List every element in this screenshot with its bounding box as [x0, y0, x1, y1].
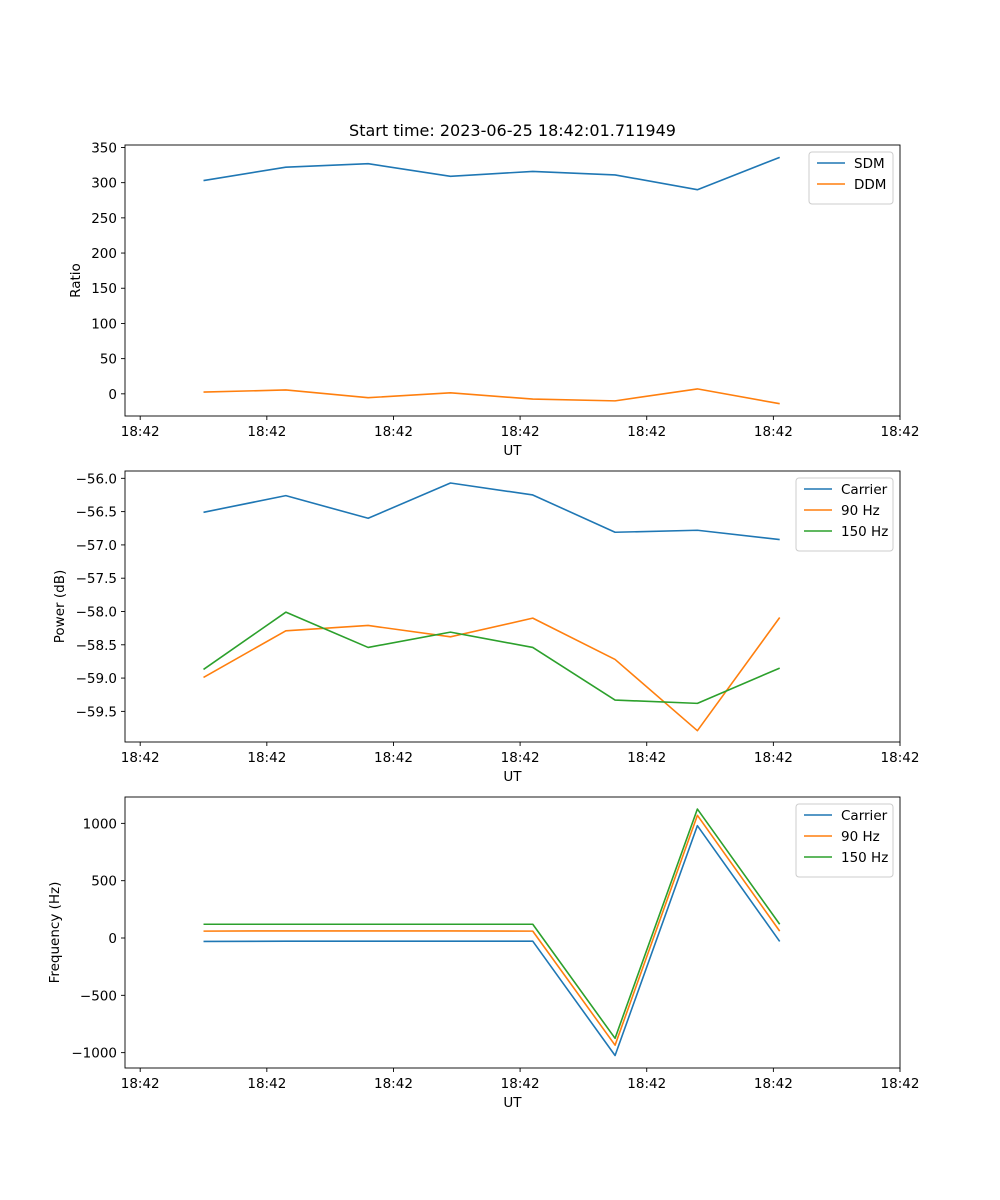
legend-box	[808, 151, 894, 205]
y-tick-label: −57.5	[76, 571, 117, 587]
y-tick-label: 150	[91, 281, 117, 297]
y-tick-label: −58.0	[76, 604, 117, 620]
x-tick-label: 18:42	[754, 750, 793, 766]
y-tick-label: 0	[108, 931, 117, 947]
x-axis-label: UT	[503, 443, 522, 459]
x-tick-label: 18:42	[881, 424, 920, 440]
x-tick-label: 18:42	[627, 424, 666, 440]
y-axis-label: Power (dB)	[52, 570, 68, 643]
y-tick-label: 100	[91, 316, 117, 332]
y-tick-label: 1000	[83, 816, 117, 832]
legend-label: Carrier	[841, 482, 888, 498]
legend-label: DDM	[854, 177, 886, 193]
panels: 18:42 18:42 18:42 18:42 18:42 18:42 18:42 0 50 10…	[47, 140, 919, 1111]
legend-label: Carrier	[841, 808, 888, 824]
y-tick-label: −59.5	[76, 704, 117, 720]
chart-panel-3: 18:42 18:42 18:42 18:42 18:42 18:42 18:42−1000…	[47, 796, 920, 1111]
series-line-carrier	[203, 482, 780, 541]
x-tick-label: 18:42	[121, 1076, 160, 1092]
legend-label: 150 Hz	[841, 850, 888, 866]
x-tick-label: 18:42	[501, 424, 540, 440]
series-line-150-hz	[203, 611, 781, 705]
x-tick-label: 18:42	[121, 424, 160, 440]
axes-frame	[124, 470, 901, 743]
legend-label: 90 Hz	[841, 503, 880, 519]
x-tick-label: 18:42	[881, 1076, 920, 1092]
y-tick-label: −1000	[71, 1046, 117, 1062]
x-tick-label: 18:42	[374, 750, 413, 766]
series-line-90-hz	[203, 814, 781, 1046]
y-tick-label: 0	[108, 387, 117, 403]
chart-panel-2: 18:42 18:42 18:42 18:42 18:42 18:42 18:42 −59.5…	[52, 470, 920, 785]
x-tick-label: 18:42	[627, 750, 666, 766]
y-tick-label: 500	[91, 874, 117, 890]
x-tick-label: 18:42	[374, 1076, 413, 1092]
series-line-90-hz	[203, 617, 781, 732]
series-line-carrier	[203, 824, 781, 1057]
x-tick-label: 18:42	[501, 1076, 540, 1092]
y-tick-label: 350	[91, 140, 117, 156]
y-tick-label: 200	[91, 246, 117, 262]
legend-label: SDM	[854, 156, 885, 172]
axes-frame	[124, 796, 901, 1069]
x-tick-label: 18:42	[627, 1076, 666, 1092]
legend: Carrier 90 Hz 150 Hz	[795, 477, 894, 552]
x-axis-label: UT	[503, 1095, 522, 1111]
y-tick-label: −56.5	[76, 505, 117, 521]
series-line-ddm	[203, 388, 780, 405]
y-tick-label: −59.0	[76, 671, 117, 687]
series-line-150-hz	[203, 808, 781, 1040]
y-tick-label: 50	[100, 352, 117, 368]
chart-title: Start time: 2023-06-25 18:42:01.711949	[349, 121, 676, 140]
legend-label: 90 Hz	[841, 829, 880, 845]
x-tick-label: 18:42	[247, 424, 286, 440]
x-tick-label: 18:42	[881, 750, 920, 766]
series-line-sdm	[203, 156, 780, 191]
y-tick-label: −500	[80, 988, 117, 1004]
legend-label: 150 Hz	[841, 524, 888, 540]
y-tick-label: −58.5	[76, 638, 117, 654]
x-tick-label: 18:42	[247, 750, 286, 766]
y-axis-label: Ratio	[68, 263, 84, 298]
legend-box	[795, 477, 894, 552]
axes-frame	[124, 144, 901, 417]
x-tick-label: 18:42	[754, 1076, 793, 1092]
x-tick-label: 18:42	[121, 750, 160, 766]
x-tick-label: 18:42	[374, 424, 413, 440]
y-tick-label: 300	[91, 176, 117, 192]
x-tick-label: 18:42	[247, 1076, 286, 1092]
x-axis-label: UT	[503, 769, 522, 785]
x-tick-label: 18:42	[754, 424, 793, 440]
x-tick-label: 18:42	[501, 750, 540, 766]
y-tick-label: 250	[91, 211, 117, 227]
y-tick-label: −56.0	[76, 471, 117, 487]
legend: Carrier 90 Hz 150 Hz	[795, 803, 894, 878]
legend-box	[795, 803, 894, 878]
y-axis-label: Frequency (Hz)	[47, 882, 63, 984]
y-tick-label: −57.0	[76, 538, 117, 554]
chart-panel-1: 18:42 18:42 18:42 18:42 18:42 18:42 18:42 0 50 10…	[68, 140, 919, 459]
legend: SDM DDM	[808, 151, 894, 205]
